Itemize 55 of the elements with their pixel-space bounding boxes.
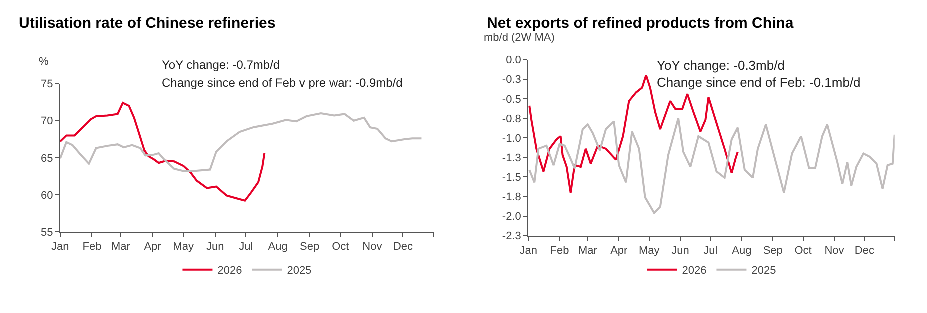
y-tick-label: -0.5 [502,94,522,106]
x-tick-label: Jul [239,241,254,254]
x-tick-label: Oct [794,245,812,258]
legend-label: 2026 [682,265,707,278]
y-tick-label: -2.3 [502,230,522,243]
x-tick-label: Jan [52,241,70,254]
line-series [528,74,739,194]
y-tick-label: -1.3 [502,152,522,164]
legend-label: 2026 [218,265,242,278]
y-tick-label: 65 [40,152,54,165]
x-tick-label: Jul [704,245,718,258]
x-tick-label: Feb [82,241,102,254]
y-tick-label: 70 [40,116,54,128]
y-tick-label: -1.5 [502,172,522,184]
chart-title: Utilisation rate of Chinese refineries [19,15,276,32]
annotation: Change since end of Feb: -0.1mb/d [657,75,861,90]
x-tick-label: Oct [332,241,350,254]
x-tick-label: Aug [268,241,288,254]
x-tick-label: May [638,245,660,258]
y-tick-label: 0.0 [506,54,522,67]
y-tick-label: 75 [40,78,54,91]
x-tick-label: Sep [763,245,783,258]
chart-title: Net exports of refined products from China [487,15,794,32]
y-tick-label: -1.0 [502,132,522,145]
x-tick-label: Jun [672,245,690,258]
x-tick-label: Apr [610,245,628,258]
x-tick-label: Jan [520,245,538,258]
x-tick-label: Aug [732,245,752,258]
y-tick-label: -2.0 [502,211,522,224]
x-tick-label: Nov [362,241,383,254]
text: YoY change: -0.7mb/d [162,58,280,72]
legend-label: 2025 [287,265,312,278]
annotation: Change since end of Feb v pre war: -0.9mb/d [162,76,403,90]
line-series [60,112,423,172]
x-tick-label: Dec [393,241,414,254]
x-tick-label: Jun [206,241,224,254]
x-tick-label: Sep [300,241,320,254]
y-tick-label: -0.8 [502,113,522,126]
x-tick-label: Feb [550,245,570,258]
legend-label: 2025 [752,265,776,278]
y-tick-label: 60 [40,190,54,202]
y-tick-label: 55 [40,226,54,239]
x-tick-label: Mar [578,245,598,258]
x-tick-label: Nov [824,245,845,258]
x-tick-label: Apr [144,241,162,254]
y-tick-label: -1.8 [502,192,522,204]
x-tick-label: Dec [854,245,875,258]
line-series [528,117,895,214]
annotation: YoY change: -0.3mb/d [657,58,785,73]
x-tick-label: May [173,241,194,254]
line-series [60,102,266,202]
x-tick-label: Mar [111,241,131,254]
y-axis-title: mb/d (2W MA) [484,32,555,44]
y-axis-title: % [39,56,49,68]
y-tick-label: -0.3 [502,74,522,86]
